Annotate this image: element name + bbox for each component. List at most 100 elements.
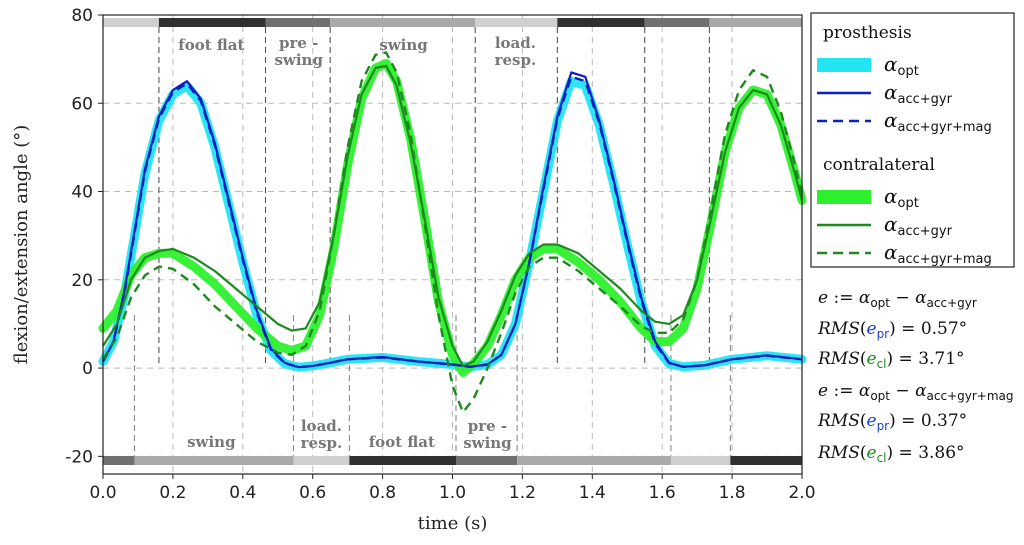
def-minus: − bbox=[890, 288, 915, 308]
rms-open-paren: ( bbox=[860, 443, 867, 463]
rms-value: RMS(epr) = 0.37° bbox=[817, 411, 967, 433]
def-alpha-a-sub: opt bbox=[870, 296, 890, 310]
rms-e: e bbox=[867, 411, 877, 431]
rms-number: 3.86° bbox=[918, 443, 964, 463]
def-lhs: e bbox=[818, 381, 828, 401]
top-phase-label-load-resp-line: resp. bbox=[495, 51, 537, 69]
rms-e-sub: cl bbox=[877, 451, 887, 465]
bottom-phase-segment bbox=[455, 456, 518, 465]
legend-entry-label: αopt bbox=[884, 184, 919, 211]
top-phase-segment bbox=[330, 18, 476, 27]
rms-func: RMS bbox=[817, 319, 860, 339]
bottom-phase-segment bbox=[134, 456, 294, 465]
top-phase-segment bbox=[265, 18, 331, 27]
legend: prosthesisαoptαacc+gyrαacc+gyr+magcontra… bbox=[810, 12, 1015, 268]
legend-entry-symbol: α bbox=[884, 240, 898, 264]
legend-entry-symbol: α bbox=[884, 52, 898, 76]
y-tick-label: 0 bbox=[82, 359, 93, 379]
legend-entry-symbol: α bbox=[884, 212, 898, 236]
top-phase-segment bbox=[103, 18, 159, 27]
y-tick-label: 80 bbox=[71, 6, 93, 26]
bottom-phase-label-pre-swing: pre -swing bbox=[463, 417, 512, 452]
legend-group-title: prosthesis bbox=[823, 23, 912, 43]
rms-e: e bbox=[867, 319, 877, 339]
bottom-phase-segment bbox=[730, 456, 802, 465]
top-phase-label-load-resp-line: load. bbox=[495, 34, 536, 52]
y-tick-label: 20 bbox=[71, 271, 93, 291]
legend-entry-subscript: opt bbox=[898, 64, 919, 79]
def-alpha-b-sub: acc+gyr bbox=[927, 296, 977, 310]
bottom-phase-segment bbox=[293, 456, 350, 465]
legend-entry-label: αacc+gyr bbox=[884, 212, 953, 239]
bottom-phase-segment bbox=[103, 456, 135, 465]
legend-entry-label: αacc+gyr+mag bbox=[884, 240, 992, 267]
def-assign: := bbox=[828, 288, 859, 308]
def-alpha-b: α bbox=[915, 288, 927, 308]
x-tick-label: 0.8 bbox=[369, 483, 396, 503]
x-tick-label: 0.4 bbox=[229, 483, 256, 503]
top-phase-label-pre-swing: pre -swing bbox=[274, 34, 323, 69]
legend-swatch-band bbox=[817, 190, 871, 204]
top-phase-label-swing: swing bbox=[379, 36, 428, 54]
rms-e: e bbox=[867, 349, 877, 369]
rms-close-paren: ) bbox=[887, 443, 894, 463]
top-phase-label-foot-flat: foot flat bbox=[178, 36, 244, 54]
def-alpha-b-sub: acc+gyr+mag bbox=[927, 389, 1014, 403]
bottom-phase-label-pre-swing-line: swing bbox=[463, 434, 512, 452]
rms-open-paren: ( bbox=[860, 349, 867, 369]
rms-close-paren: ) bbox=[889, 319, 896, 339]
rms-number: 0.37° bbox=[921, 411, 967, 431]
legend-entry-subscript: acc+gyr+mag bbox=[898, 252, 992, 267]
y-tick-label: 40 bbox=[71, 183, 93, 203]
error-definition: e := αopt − αacc+gyr+mag bbox=[818, 381, 1014, 403]
rms-func: RMS bbox=[817, 443, 860, 463]
rms-open-paren: ( bbox=[860, 411, 867, 431]
top-phase-label-pre-swing-line: pre - bbox=[279, 34, 318, 52]
top-phase-label-foot-flat-line: foot flat bbox=[178, 36, 244, 54]
axis-ticks: 0.0 0.2 0.4 0.6 0.8 1.0 1.2 1.4 1.6 1.8 2.0 -20 0 20 4… bbox=[65, 6, 815, 503]
rms-value: RMS(ecl) = 3.86° bbox=[817, 443, 965, 465]
contralateral-opt-band bbox=[98, 59, 807, 377]
x-tick-label: 2.0 bbox=[788, 483, 815, 503]
legend-group-title: contralateral bbox=[823, 155, 935, 175]
top-phase-segment bbox=[557, 18, 645, 27]
rms-close-paren: ) bbox=[887, 349, 894, 369]
x-tick-label: 1.0 bbox=[439, 483, 466, 503]
top-phase-label-load-resp: load. resp. bbox=[495, 34, 537, 69]
rms-func: RMS bbox=[817, 349, 860, 369]
legend-entry-label: αopt bbox=[884, 52, 919, 79]
x-tick-label: 1.2 bbox=[509, 483, 536, 503]
rms-number: 3.71° bbox=[918, 349, 964, 369]
x-tick-label: 0.0 bbox=[89, 483, 116, 503]
y-tick-label: -20 bbox=[65, 447, 93, 467]
rms-number: 0.57° bbox=[921, 319, 967, 339]
x-tick-label: 0.2 bbox=[159, 483, 186, 503]
def-assign: := bbox=[828, 381, 859, 401]
error-definition: e := αopt − αacc+gyr bbox=[818, 288, 977, 310]
x-tick-label: 1.6 bbox=[649, 483, 676, 503]
y-axis-label: flexion/extension angle (°) bbox=[11, 125, 32, 365]
x-tick-label: 0.6 bbox=[299, 483, 326, 503]
x-tick-label: 1.4 bbox=[579, 483, 606, 503]
bottom-phase-label-foot-flat: foot flat bbox=[369, 433, 435, 451]
bottom-phase-label-foot-flat-line: foot flat bbox=[369, 433, 435, 451]
bottom-phase-segment bbox=[517, 456, 671, 465]
legend-entry-subscript: acc+gyr bbox=[898, 224, 953, 239]
legend-entry-subscript: acc+gyr+mag bbox=[898, 120, 992, 135]
rms-equals: = bbox=[896, 319, 921, 339]
def-lhs: e bbox=[818, 288, 828, 308]
bottom-phase-label-load-resp: load. resp. bbox=[301, 417, 343, 452]
legend-entry-label: αacc+gyr+mag bbox=[884, 108, 992, 135]
def-alpha-b: α bbox=[915, 381, 927, 401]
legend-entry-symbol: α bbox=[884, 108, 898, 132]
y-tick-label: 60 bbox=[71, 94, 93, 114]
rms-e-sub: cl bbox=[877, 357, 887, 371]
def-alpha-a: α bbox=[859, 288, 871, 308]
data-series bbox=[98, 51, 807, 414]
prosthesis-acc-gyr-mag-line bbox=[101, 75, 803, 369]
rms-func: RMS bbox=[817, 411, 860, 431]
rms-equals: = bbox=[893, 349, 918, 369]
rms-equals: = bbox=[896, 411, 921, 431]
